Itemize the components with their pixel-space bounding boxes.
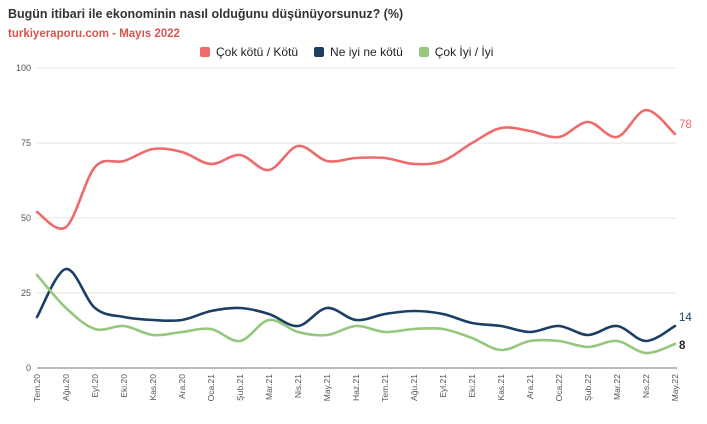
x-tick-label: Tem.20 (32, 374, 42, 402)
x-tick-label: Şub.22 (583, 374, 593, 401)
end-label-bad: 78 (679, 119, 692, 131)
end-label-good: 8 (679, 340, 686, 352)
y-tick-label: 50 (21, 213, 31, 223)
end-labels: 78 14 8 (679, 119, 692, 352)
x-tick-label: May.21 (322, 374, 332, 402)
x-tick-label: Ağu.21 (409, 374, 419, 401)
legend-label-good: Çok İyi / İyi (434, 45, 494, 59)
y-tick-label: 0 (26, 363, 31, 373)
x-tick-label: Eki.21 (467, 374, 477, 398)
legend-swatch-good (418, 47, 429, 57)
gridlines (37, 67, 677, 369)
legend-item-neutral: Ne iyi ne kötü (314, 45, 403, 59)
x-tick-label: Mar.21 (264, 374, 274, 400)
y-tick-label: 25 (21, 288, 31, 298)
legend-label-neutral: Ne iyi ne kötü (330, 45, 403, 59)
x-tick-label: Oca.22 (554, 374, 564, 402)
y-axis-ticks: 0 25 50 75 100 (16, 63, 31, 373)
x-tick-label: Eyl.20 (90, 374, 100, 398)
legend-swatch-bad (200, 47, 210, 57)
x-tick-label: Kas.20 (148, 374, 158, 401)
y-tick-label: 75 (21, 138, 31, 148)
x-tick-label: Eki.20 (119, 374, 129, 398)
legend: Çok kötü / Kötü Ne iyi ne kötü Çok İyi /… (200, 45, 493, 59)
x-axis-ticks: Tem.20 Ağu.20 Eyl.20 Eki.20 Kas.20 Ara.20 Oca.… (32, 374, 680, 402)
x-tick-label: Ara.21 (525, 374, 535, 399)
series-line-bad (35, 108, 677, 230)
end-label-neutral: 14 (679, 312, 692, 324)
x-tick-label: Kas.21 (496, 374, 506, 401)
series-lines (35, 108, 677, 355)
x-tick-label: Mar.22 (612, 374, 622, 400)
x-tick-label: Eyl.21 (438, 374, 448, 398)
legend-swatch-neutral (314, 47, 325, 57)
chart-subtitle: turkiyeraporu.com - Mayıs 2022 (8, 28, 180, 40)
x-tick-label: Nis.21 (293, 374, 303, 398)
x-tick-label: Ara.20 (177, 374, 187, 399)
x-tick-label: Oca.21 (206, 374, 216, 402)
x-tick-label: Ağu.20 (61, 374, 71, 401)
legend-label-bad: Çok kötü / Kötü (216, 45, 299, 59)
x-tick-label: Şub.21 (235, 374, 245, 401)
legend-item-bad: Çok kötü / Kötü (200, 45, 298, 59)
x-tick-label: Tem.21 (380, 374, 390, 402)
x-tick-label: May.22 (670, 374, 680, 402)
series-line-good (35, 273, 677, 355)
x-tick-label: Nis.22 (641, 374, 651, 398)
x-tick-label: Haz.21 (351, 374, 361, 401)
chart-title: Bugün itibari ile ekonominin nasıl olduğ… (8, 7, 404, 21)
series-line-neutral (35, 267, 677, 343)
legend-item-good: Çok İyi / İyi (418, 45, 494, 59)
y-tick-label: 100 (16, 63, 31, 73)
